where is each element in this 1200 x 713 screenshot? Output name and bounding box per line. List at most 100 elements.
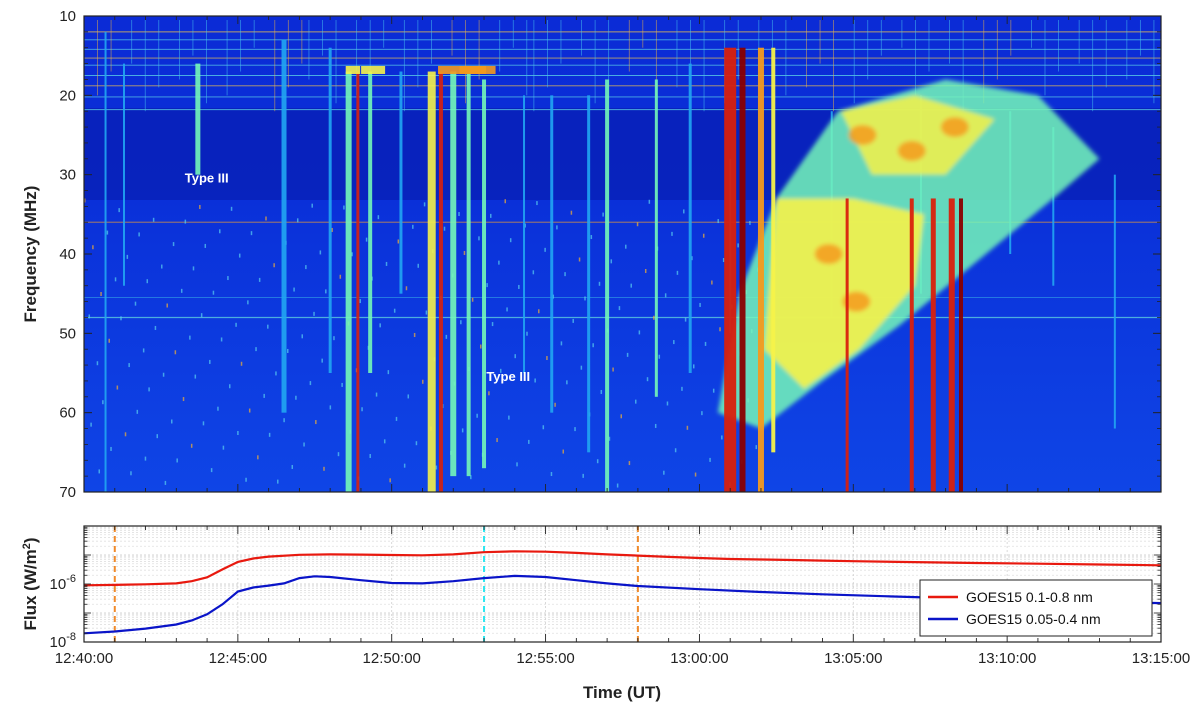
noise-speck	[212, 290, 215, 295]
noise-speck	[702, 233, 705, 238]
flux-axes: 10-6 10-812:40:00 12:45:00 12:50:00 12:55:00…	[50, 526, 1190, 667]
noise-speck	[671, 231, 673, 236]
noise-speck	[546, 356, 548, 361]
legend-label: GOES15 0.1-0.8 nm	[966, 589, 1093, 605]
noise-speck	[755, 445, 758, 450]
noise-speck	[719, 327, 721, 332]
noise-speck	[369, 454, 371, 459]
noise-speck	[227, 276, 229, 281]
type-iii-burst	[450, 71, 457, 477]
noise-speck	[403, 463, 406, 468]
noise-speck	[699, 302, 701, 307]
noise-speck	[379, 323, 381, 328]
noise-speck	[684, 317, 687, 322]
noise-speck	[582, 473, 584, 478]
noise-speck	[532, 270, 535, 275]
noise-speck	[412, 224, 414, 229]
noise-speck	[580, 365, 583, 370]
legend-box	[919, 579, 1153, 637]
type-iii-burst	[123, 63, 126, 286]
noise-speck	[295, 395, 297, 400]
noise-speck	[504, 199, 506, 204]
noise-speck	[268, 432, 271, 437]
noise-speck	[681, 386, 683, 391]
noise-speck	[638, 330, 641, 335]
noise-speck	[506, 307, 508, 312]
noise-speck	[199, 204, 201, 209]
noise-speck	[509, 238, 512, 243]
flux-series-line	[84, 574, 1161, 635]
type-iii-burst	[345, 71, 352, 492]
time-axis-title: Time (UT)	[583, 683, 661, 702]
noise-speck	[528, 439, 530, 444]
noise-speck	[323, 466, 325, 471]
noise-speck	[152, 217, 155, 222]
noise-speck	[176, 458, 178, 463]
noise-speck	[566, 380, 568, 385]
noise-speck	[90, 422, 92, 427]
type-iii-burst	[1113, 174, 1116, 429]
noise-speck	[692, 364, 695, 369]
noise-speck	[220, 337, 223, 342]
noise-speck	[443, 226, 446, 231]
noise-speck	[110, 446, 112, 451]
noise-speck	[248, 408, 251, 413]
noise-speck	[124, 432, 127, 437]
frequency-tick-label: 40	[59, 246, 76, 263]
intense-lane	[958, 198, 963, 492]
noise-speck	[286, 348, 289, 353]
noise-speck	[634, 399, 637, 404]
noise-speck	[170, 419, 173, 424]
frequency-tick-label: 30	[59, 167, 76, 184]
noise-speck	[499, 368, 502, 373]
noise-speck	[325, 289, 327, 294]
type-iii-burst	[523, 95, 526, 373]
type-iii-burst	[399, 71, 403, 294]
noise-speck	[683, 209, 685, 214]
noise-speck	[552, 294, 555, 299]
noise-speck	[423, 202, 426, 207]
burst-head	[459, 65, 496, 74]
noise-speck	[98, 469, 100, 474]
noise-speck	[592, 343, 594, 348]
legend-label: GOES15 0.05-0.4 nm	[966, 611, 1101, 627]
noise-speck	[694, 472, 697, 477]
noise-speck	[737, 243, 739, 248]
spectrogram-background	[84, 16, 1161, 492]
noise-speck	[666, 401, 669, 406]
noise-speck	[544, 247, 546, 252]
noise-speck	[489, 213, 492, 218]
noise-speck	[508, 415, 510, 420]
noise-speck	[562, 449, 564, 454]
noise-speck	[628, 461, 631, 466]
noise-speck	[691, 256, 693, 261]
noise-speck	[405, 286, 408, 291]
frequency-tick-label: 20	[59, 87, 76, 104]
noise-speck	[674, 448, 677, 453]
type-iii-burst	[356, 71, 360, 492]
type-iii-burst	[438, 71, 443, 492]
noise-speck	[277, 479, 279, 484]
noise-speck	[524, 223, 526, 228]
type-iii-burst	[104, 31, 107, 492]
noise-speck	[240, 361, 243, 366]
noise-speck	[673, 340, 675, 345]
noise-speck	[331, 227, 333, 232]
noise-speck	[192, 266, 195, 271]
noise-speck	[136, 409, 139, 414]
time-tick-label: 13:10:00	[978, 650, 1036, 667]
noise-speck	[610, 259, 613, 264]
noise-speck	[100, 292, 102, 297]
noise-speck	[154, 325, 157, 330]
frequency-tick-label: 50	[59, 325, 76, 342]
noise-speck	[341, 382, 343, 387]
noise-speck	[387, 370, 390, 375]
noise-speck	[106, 230, 109, 235]
noise-speck	[476, 413, 478, 418]
noise-speck	[375, 392, 378, 397]
intense-lane	[739, 47, 746, 492]
noise-speck	[273, 263, 275, 268]
noise-speck	[393, 308, 396, 313]
